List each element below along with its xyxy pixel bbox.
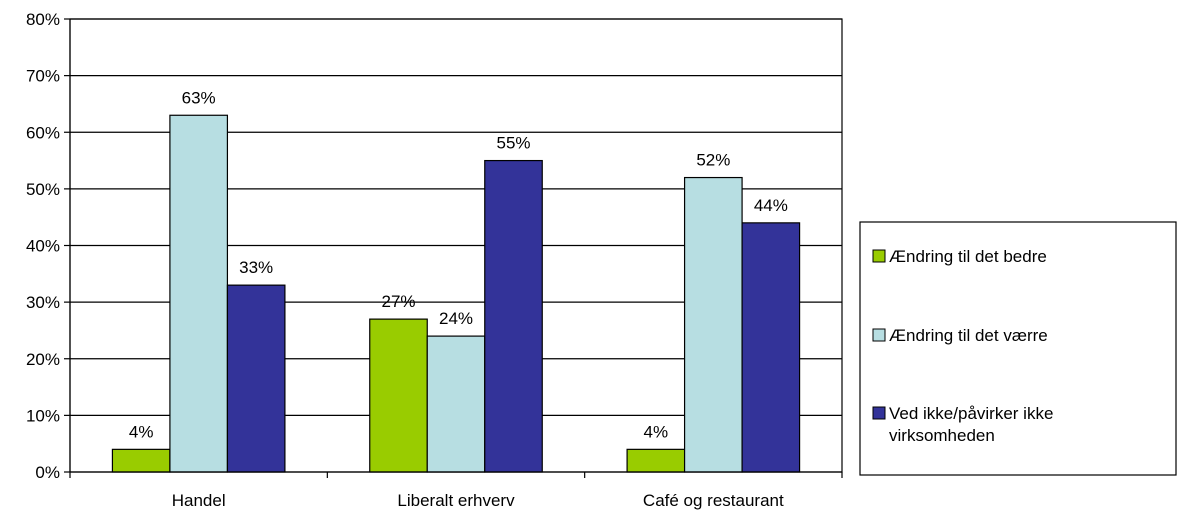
y-tick-label: 10%	[26, 406, 60, 425]
bar	[369, 318, 428, 473]
y-tick-label: 70%	[26, 67, 60, 86]
y-tick-label: 40%	[26, 237, 60, 256]
legend-label: Ændring til det værre	[889, 326, 1048, 345]
x-tick-label: Liberalt erhverv	[397, 491, 515, 510]
data-label: 27%	[381, 292, 415, 311]
data-label: 33%	[239, 258, 273, 277]
bar	[226, 284, 286, 473]
data-label: 4%	[644, 422, 669, 441]
x-tick-label: Café og restaurant	[643, 491, 784, 510]
data-label: 55%	[496, 134, 530, 153]
bar	[426, 335, 486, 473]
bar	[484, 159, 543, 473]
data-label: 24%	[439, 309, 473, 328]
legend-swatch	[872, 249, 886, 263]
y-tick-label: 60%	[26, 123, 60, 142]
data-label: 63%	[182, 88, 216, 107]
legend-label: Ændring til det bedre	[889, 247, 1047, 266]
bar	[741, 222, 801, 473]
y-tick-label: 30%	[26, 293, 60, 312]
legend-swatch	[872, 328, 886, 342]
axes: 0% 10% 20% 30% 40% 50% 60% 70% 80% Handel Liberalt…	[26, 10, 843, 510]
y-tick-label: 80%	[26, 10, 60, 29]
data-label: 4%	[129, 422, 154, 441]
bar	[111, 448, 171, 473]
data-labels: 4% 63% 33% 27% 24% 55% 4% 52% 44%	[129, 88, 788, 441]
data-label: 44%	[754, 196, 788, 215]
x-tick-label: Handel	[172, 491, 226, 510]
bar	[169, 114, 229, 473]
legend-box	[859, 221, 1177, 476]
bar	[626, 448, 686, 473]
bars	[111, 114, 801, 473]
legend-label: Ved ikke/påvirker ikke	[889, 404, 1053, 423]
legend-swatch	[872, 406, 886, 420]
y-tick-label: 0%	[35, 463, 60, 482]
legend: Ændring til det bedre Ændring til det vær…	[859, 221, 1177, 476]
bar	[683, 176, 743, 473]
legend-label: virksomheden	[889, 426, 995, 445]
data-label: 52%	[696, 151, 730, 170]
y-tick-label: 20%	[26, 350, 60, 369]
y-tick-label: 50%	[26, 180, 60, 199]
